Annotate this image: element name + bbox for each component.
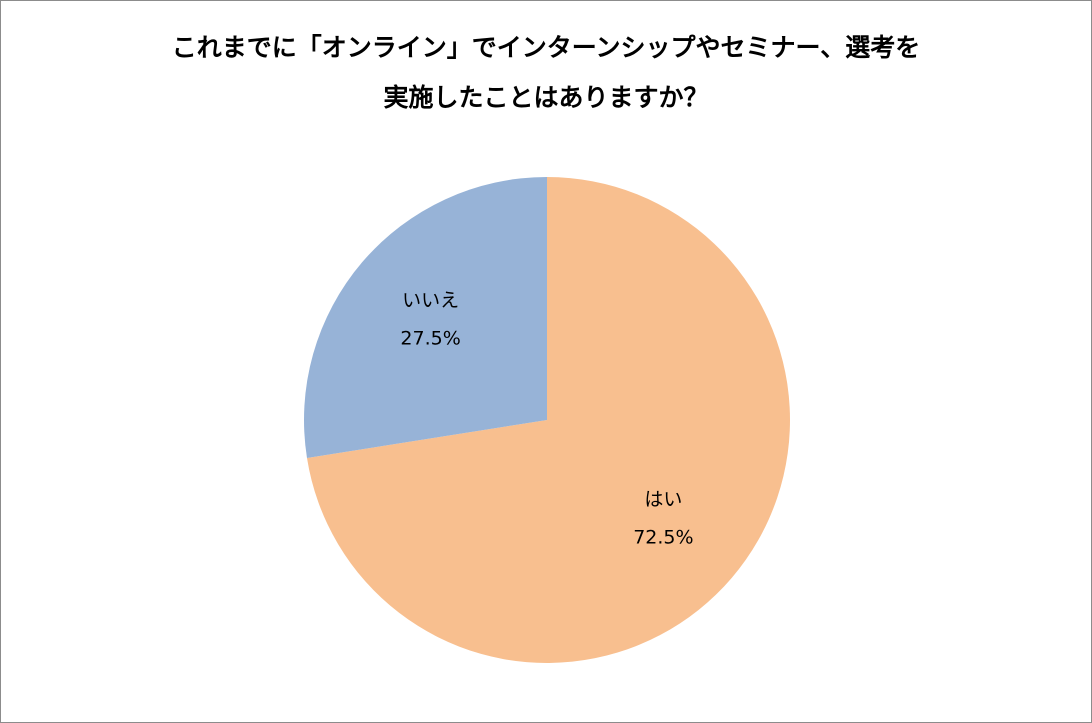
pie-slice-2-category-label: いいえ	[402, 290, 459, 312]
pie-slice-2	[303, 176, 547, 459]
pie-slice-1	[306, 177, 790, 663]
pie-slice-1-value-label: 72.5%	[633, 526, 693, 548]
chart-title-line-1: これまでに「オンライン」でインターンシップやセミナー、選考を	[171, 33, 921, 62]
chart-title-line-2: 実施したことはありますか？	[383, 83, 709, 112]
pie-slice-2-value-label: 27.5%	[400, 328, 460, 350]
pie-slice-1-category-label: はい	[644, 488, 682, 510]
pie-labels: はい 72.5% いいえ 27.5%	[400, 290, 693, 549]
chart-title: これまでに「オンライン」でインターンシップやセミナー、選考を 実施したことはあり…	[1, 23, 1091, 123]
pie-slices	[303, 176, 790, 663]
